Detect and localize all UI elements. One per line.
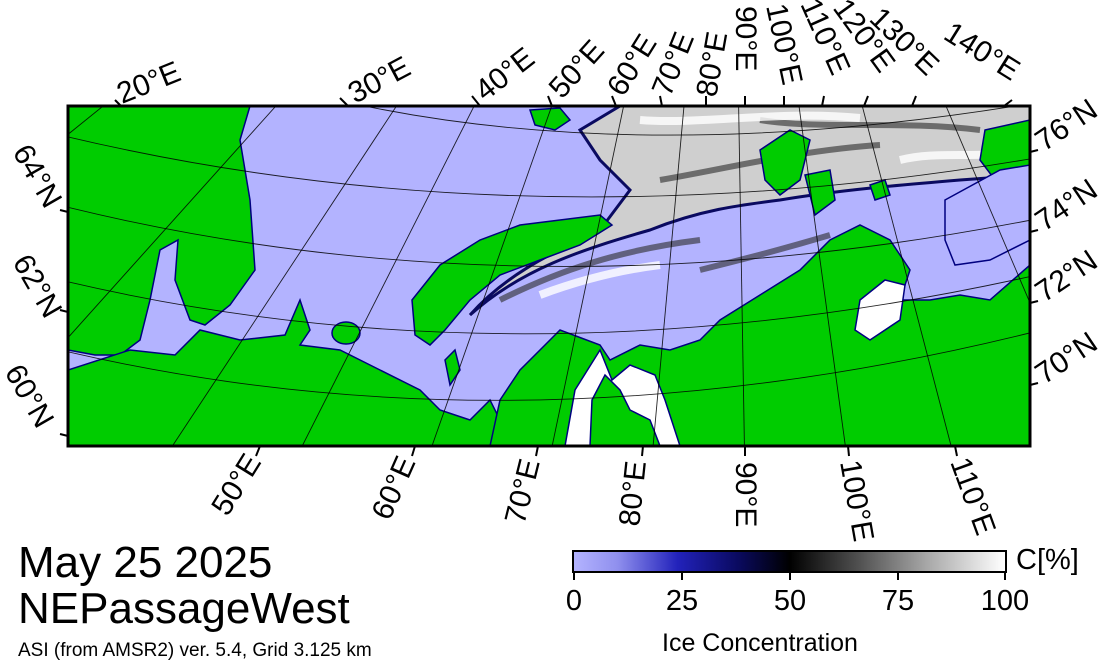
lon-label-bottom-90e: 90°E — [729, 462, 762, 527]
colorbar-tick-label: 25 — [665, 585, 699, 617]
colorbar-tick-label: 100 — [980, 585, 1030, 617]
taymyr-islet — [869, 179, 891, 201]
colorbar-tick — [1004, 572, 1006, 580]
colorbar — [572, 550, 1007, 573]
date-title: May 25 2025 — [18, 538, 273, 587]
lon-label-bottom-80e: 80°E — [613, 459, 653, 527]
lon-label-top-20e: 20°E — [112, 55, 185, 110]
colorbar-unit: C[%] — [1016, 544, 1079, 576]
colorbar-title: Ice Concentration — [662, 629, 858, 657]
colorbar-tick-label: 0 — [565, 585, 583, 617]
lon-label-top-90e: 90°E — [729, 6, 762, 71]
colorbar-tick — [573, 572, 575, 580]
scandinavia-land — [68, 106, 256, 356]
lat-label-right-72n: 72°N — [1029, 244, 1103, 309]
lat-label-right-76n: 76°N — [1029, 93, 1103, 158]
laptev-water — [944, 164, 1030, 266]
bottom-longitude-labels: 50°E 60°E 70°E 80°E 90°E 100°E 110°E — [205, 448, 1001, 544]
right-latitude-labels: 76°N 74°N 72°N 70°N — [1029, 93, 1103, 391]
graticule-meridians — [68, 106, 1030, 446]
region-title: NEPassageWest — [18, 584, 350, 633]
graticule-parallels — [68, 106, 1030, 401]
lon-label-top-140e: 140°E — [938, 16, 1025, 87]
novaya-zemlya-land — [411, 214, 614, 346]
severnaya-zemlya — [759, 129, 811, 196]
colorbar-tick — [681, 572, 683, 580]
yamal-land — [589, 373, 661, 446]
colorbar-tick-label: 75 — [881, 585, 915, 617]
colorbar-tick — [897, 572, 899, 580]
svalbard-islands — [528, 107, 572, 131]
lat-label-left-60n: 60°N — [0, 359, 60, 434]
lat-label-right-70n: 70°N — [1029, 326, 1103, 391]
lon-label-bottom-100e: 100°E — [833, 457, 880, 544]
top-longitude-labels: 20°E 30°E 40°E 50°E 60°E 70°E 80°E 90°E … — [112, 0, 1025, 110]
lat-label-right-74n: 74°N — [1029, 173, 1103, 238]
colorbar-tick — [789, 572, 791, 580]
map-area — [68, 106, 1030, 446]
khatanga-ice — [854, 279, 906, 341]
frame-ticks — [59, 95, 1039, 457]
lon-label-top-40e: 40°E — [469, 41, 541, 107]
lon-label-top-30e: 30°E — [343, 50, 416, 110]
vaygach-island — [444, 348, 461, 387]
colorbar-tick-label: 50 — [773, 585, 807, 617]
lat-label-left-62n: 62°N — [6, 249, 68, 324]
lon-label-bottom-110e: 110°E — [943, 453, 1001, 539]
lon-label-bottom-50e: 50°E — [205, 448, 268, 521]
lon-label-bottom-60e: 60°E — [366, 451, 423, 524]
product-info: ASI (from AMSR2) ver. 5.4, Grid 3.125 km — [18, 640, 372, 661]
map-frame — [66, 104, 1032, 448]
left-latitude-labels: 64°N 62°N 60°N — [0, 139, 68, 434]
lon-label-bottom-70e: 70°E — [499, 456, 547, 527]
lon-label-top-50e: 50°E — [543, 34, 611, 105]
kolguev-island — [331, 321, 361, 345]
lat-label-left-64n: 64°N — [6, 139, 68, 214]
